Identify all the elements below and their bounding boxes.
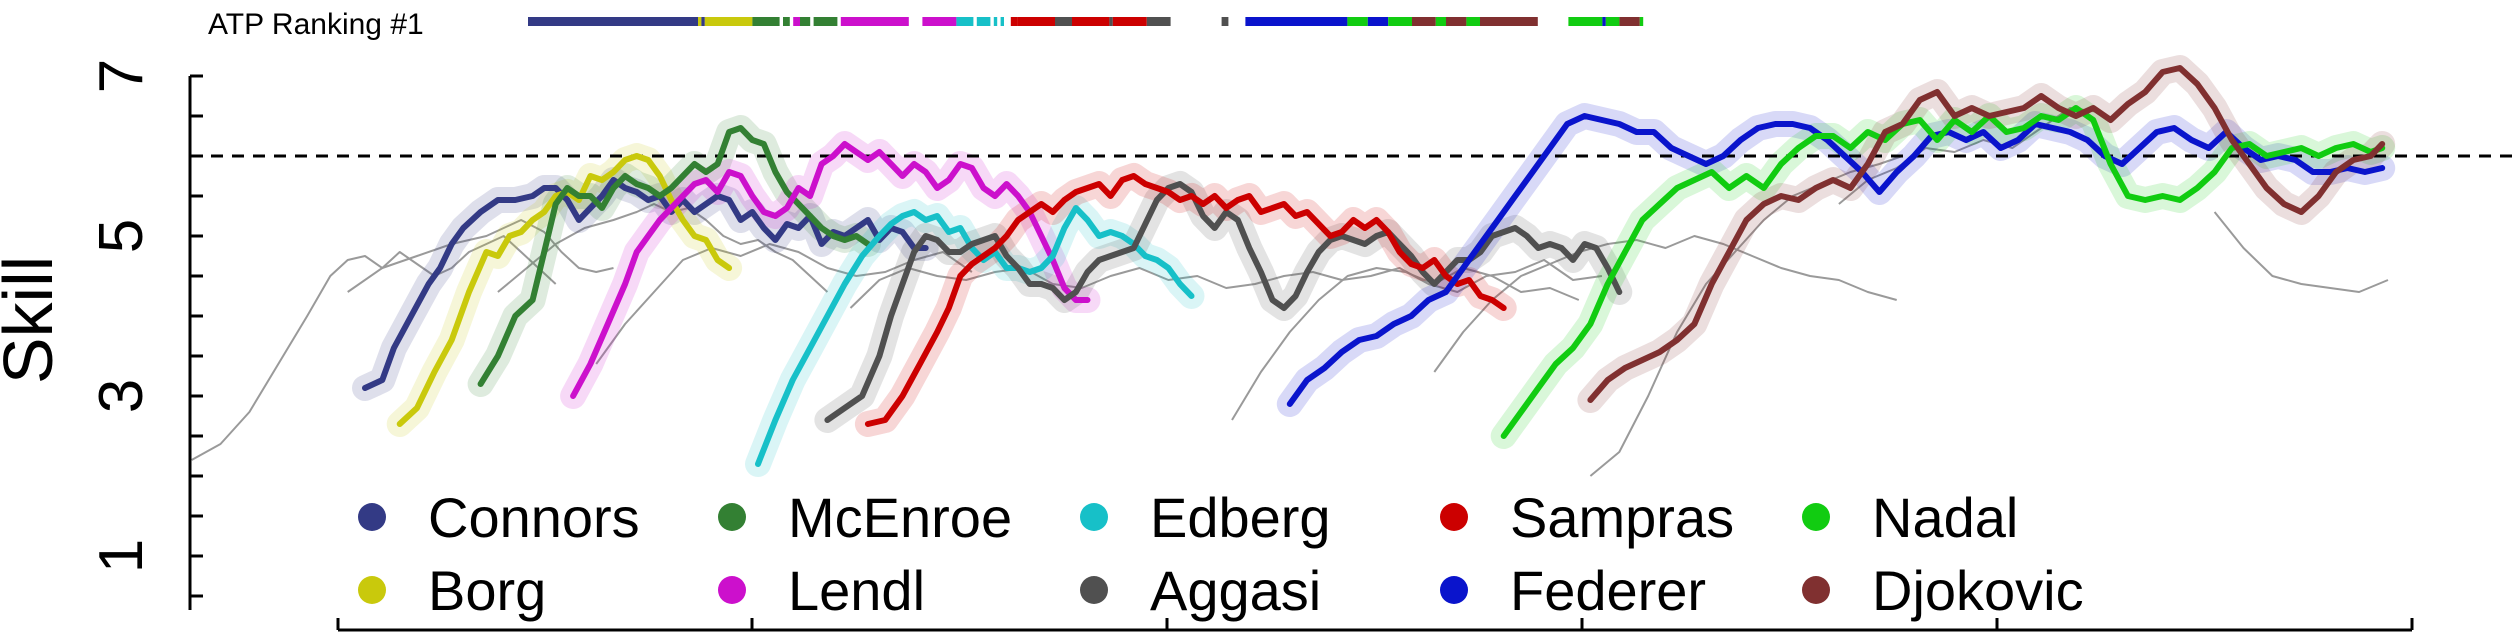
legend-swatch: [1802, 576, 1830, 604]
legend-swatch: [1080, 503, 1108, 531]
x-axis: [336, 618, 2414, 632]
ranking-segment: [1367, 17, 1389, 26]
ranking-segment: [1112, 17, 1147, 26]
legend-label: Federer: [1510, 559, 1706, 622]
legend-label: Nadal: [1872, 486, 2018, 549]
series-line-nadal: [1500, 105, 2386, 439]
ranking-segment: [1000, 17, 1004, 26]
ranking-segment: [1435, 17, 1446, 26]
legend-item-federer: Federer: [1440, 559, 1706, 622]
comparison-line: [1231, 267, 1580, 421]
comparison-line: [347, 219, 614, 293]
ranking-segment: [1568, 17, 1603, 26]
legend-label: Sampras: [1510, 486, 1734, 549]
y-tick-label: 1: [87, 539, 156, 573]
ranking-segment: [1446, 17, 1467, 26]
ranking-segment: [783, 17, 790, 26]
series-line-sampras: [864, 173, 1507, 427]
series-line-mcenroe: [477, 125, 871, 387]
comparison-line: [2213, 211, 2389, 293]
legend-label: Lendl: [788, 559, 925, 622]
grey-comparison-lines: [191, 107, 2389, 477]
ranking-segment: [1388, 17, 1412, 26]
legend-label: Borg: [428, 559, 546, 622]
ranking-segment: [922, 17, 957, 26]
ranking-segment: [1109, 17, 1113, 26]
ranking-segment: [1466, 17, 1480, 26]
legend-item-lendl: Lendl: [718, 559, 925, 622]
ranking-segment: [956, 17, 974, 26]
ranking-segment: [1412, 17, 1436, 26]
legend-label: Connors: [428, 486, 640, 549]
ranking-segment: [1072, 17, 1110, 26]
ranking-segment: [793, 17, 800, 26]
y-axis: 1 3 5 7: [87, 59, 203, 610]
ranking-segment: [1639, 17, 1644, 26]
ranking-segment: [840, 17, 909, 26]
ranking-segment: [1347, 17, 1368, 26]
legend-item-edberg: Edberg: [1080, 486, 1331, 549]
legend-item-sampras: Sampras: [1440, 486, 1734, 549]
legend-item-borg: Borg: [358, 559, 546, 622]
series-line-djokovic: [1587, 65, 2386, 403]
legend-item-mcenroe: McEnroe: [718, 486, 1012, 549]
legend-item-connors: Connors: [358, 486, 640, 549]
comparison-line: [191, 235, 557, 461]
uncertainty-bands: [352, 55, 2396, 477]
legend-swatch: [1440, 503, 1468, 531]
ranking-segment: [701, 17, 705, 26]
legend-swatch: [1080, 576, 1108, 604]
legend: Connors Borg McEnroe Lendl Edberg Aggasi Sampr…: [358, 486, 2084, 622]
legend-label: Djokovic: [1872, 559, 2084, 622]
ranking-segment: [1619, 17, 1640, 26]
legend-item-nadal: Nadal: [1802, 486, 2018, 549]
ranking-segment: [993, 17, 998, 26]
ranking-bar-label: ATP Ranking #1: [208, 8, 424, 41]
y-axis-title: Skill: [0, 256, 67, 384]
legend-swatch: [1440, 576, 1468, 604]
legend-label: McEnroe: [788, 486, 1012, 549]
ranking-segment: [1602, 17, 1606, 26]
comparison-line: [1433, 235, 1897, 373]
ranking-segment: [704, 17, 732, 26]
ranking-segment: [1245, 17, 1348, 26]
ranking-segment: [976, 17, 991, 26]
ranking-segment: [1010, 17, 1018, 26]
series-line-connors: [362, 177, 929, 391]
ranking-segment: [1605, 17, 1620, 26]
comparison-line: [849, 259, 1603, 309]
ranking-segment: [1055, 17, 1072, 26]
ranking-bar: ATP Ranking #1: [208, 8, 1644, 41]
y-tick-label: 3: [87, 379, 156, 413]
legend-item-aggasi: Aggasi: [1080, 559, 1321, 622]
ranking-segment: [732, 17, 753, 26]
series-line-edberg: [755, 205, 1195, 467]
ranking-segment: [800, 17, 811, 26]
legend-swatch: [718, 503, 746, 531]
ranking-segment: [1480, 17, 1538, 26]
y-tick-label: 5: [87, 219, 156, 253]
series-lines: [362, 65, 2386, 467]
comparison-line: [1589, 155, 1903, 477]
legend-label: Edberg: [1150, 486, 1331, 549]
legend-swatch: [358, 576, 386, 604]
ranking-segment: [698, 17, 702, 26]
y-tick-label: 7: [87, 59, 156, 93]
legend-label: Aggasi: [1150, 559, 1321, 622]
legend-swatch: [358, 503, 386, 531]
series-line-aggasi: [824, 181, 1623, 423]
legend-item-djokovic: Djokovic: [1802, 559, 2084, 622]
ranking-segment: [1221, 17, 1229, 26]
series-line-borg: [396, 153, 733, 427]
ranking-segment: [752, 17, 780, 26]
ranking-segment: [1017, 17, 1055, 26]
ranking-segment: [1146, 17, 1171, 26]
series-line-federer: [1286, 113, 2386, 407]
ranking-segment: [813, 17, 838, 26]
legend-swatch: [718, 576, 746, 604]
series-line-lendl: [570, 141, 1091, 399]
legend-swatch: [1802, 503, 1830, 531]
ranking-segment: [528, 17, 698, 26]
